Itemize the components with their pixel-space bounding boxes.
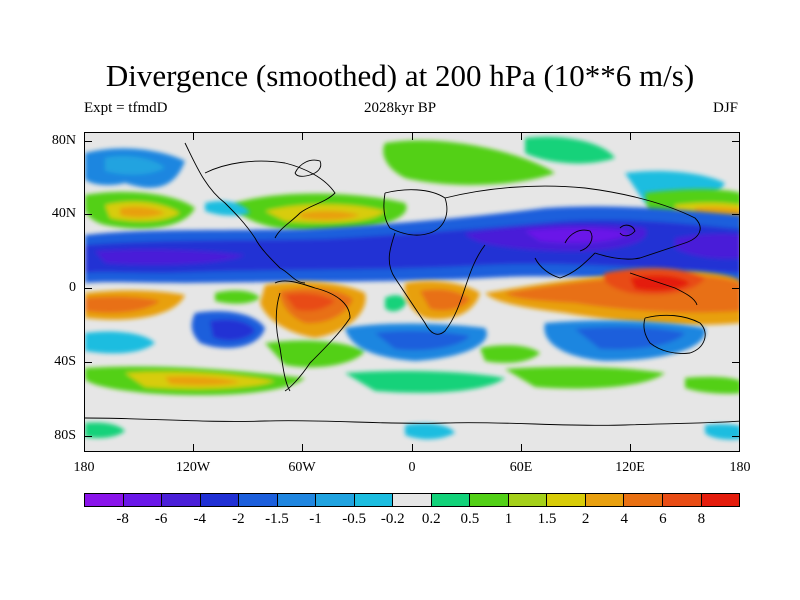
lat-tick bbox=[84, 141, 92, 142]
colorbar-tick-label: -0.5 bbox=[342, 511, 366, 527]
field-northern-highlat bbox=[85, 136, 725, 205]
colorbar-swatch bbox=[277, 494, 317, 506]
colorbar-tick-label: -6 bbox=[154, 511, 168, 527]
lat-label-80n: 80N bbox=[51, 133, 76, 148]
lon-tick bbox=[193, 132, 194, 140]
lat-label-0: 0 bbox=[69, 280, 76, 295]
lat-tick bbox=[84, 214, 92, 215]
season-label: DJF bbox=[712, 100, 738, 116]
lon-tick bbox=[302, 132, 303, 140]
field-tropical-north-belt bbox=[85, 201, 739, 285]
colorbar-tick-label: 0.5 bbox=[460, 511, 480, 527]
lat-tick bbox=[732, 362, 740, 363]
lon-label-180w: 180 bbox=[73, 460, 95, 475]
colorbar-tick-label: 6 bbox=[659, 511, 667, 527]
colorbar-tick-label: -8 bbox=[116, 511, 129, 527]
colorbar-swatch bbox=[585, 494, 625, 506]
colorbar-tick-label: 2 bbox=[581, 511, 590, 527]
lon-tick bbox=[521, 132, 522, 140]
colorbar-swatch bbox=[701, 494, 740, 506]
lon-tick bbox=[302, 444, 303, 452]
lon-label-120e: 120E bbox=[615, 460, 645, 475]
colorbar-swatch bbox=[624, 494, 663, 506]
colorbar-swatch bbox=[239, 494, 278, 506]
colorbar-swatch bbox=[431, 494, 471, 506]
experiment-label: Expt = tfmdD bbox=[84, 100, 168, 116]
colorbar-tick-label: 0.2 bbox=[421, 511, 441, 527]
lat-label-40n: 40N bbox=[51, 206, 76, 221]
lat-tick bbox=[732, 436, 740, 437]
colorbar-swatch bbox=[316, 494, 355, 506]
lat-tick bbox=[84, 362, 92, 363]
lat-tick bbox=[84, 436, 92, 437]
colorbar-tick-label: -4 bbox=[193, 511, 207, 527]
lon-tick bbox=[412, 132, 413, 140]
field-tropical-south-belt bbox=[85, 268, 739, 338]
lat-tick bbox=[732, 214, 740, 215]
lon-tick bbox=[630, 444, 631, 452]
lat-tick bbox=[84, 288, 92, 289]
colorbar-swatch bbox=[508, 494, 548, 506]
colorbar-swatch bbox=[200, 494, 240, 506]
colorbar-swatch bbox=[162, 494, 201, 506]
field-southern-midlat bbox=[85, 311, 706, 368]
lon-label-60e: 60E bbox=[509, 460, 533, 475]
colorbar-tick-label: 1 bbox=[504, 511, 513, 527]
lon-label-180e: 180 bbox=[729, 460, 751, 475]
colorbar-tick-label: 4 bbox=[620, 511, 628, 527]
lon-label-0: 0 bbox=[408, 460, 416, 475]
divergence-map bbox=[84, 132, 740, 452]
colorbar-swatch bbox=[662, 494, 702, 506]
colorbar-tick-label: -1.5 bbox=[265, 511, 289, 527]
lat-label-40s: 40S bbox=[54, 354, 76, 369]
lon-label-120w: 120W bbox=[175, 460, 211, 475]
colorbar-tick-label: 8 bbox=[697, 511, 706, 527]
colorbar-tick-label: -1 bbox=[309, 511, 322, 527]
lat-tick bbox=[732, 141, 740, 142]
colorbar-swatch bbox=[354, 494, 394, 506]
lon-tick bbox=[412, 444, 413, 452]
coastlines bbox=[85, 142, 739, 426]
colorbar-swatch bbox=[470, 494, 509, 506]
lon-tick bbox=[193, 444, 194, 452]
colorbar-swatch bbox=[547, 494, 586, 506]
colorbar-swatch bbox=[85, 494, 124, 506]
colorbar-tick-label: -0.2 bbox=[380, 511, 405, 527]
lon-tick bbox=[521, 444, 522, 452]
field-southern-highlat bbox=[85, 366, 739, 440]
field-midlat-north bbox=[85, 189, 739, 235]
colorbar-tick-label: 1.5 bbox=[537, 511, 557, 527]
colorbar-swatch bbox=[123, 494, 163, 506]
lat-label-80s: 80S bbox=[54, 428, 76, 443]
lon-label-60w: 60W bbox=[288, 460, 316, 475]
time-label: 2028kyr BP bbox=[363, 100, 437, 116]
lat-tick bbox=[732, 288, 740, 289]
lon-tick bbox=[630, 132, 631, 140]
colorbar-swatch bbox=[393, 494, 432, 506]
colorbar-tick-label: -2 bbox=[232, 511, 245, 527]
plot-title: Divergence (smoothed) at 200 hPa (10**6 … bbox=[105, 58, 695, 93]
colorbar bbox=[84, 493, 740, 507]
